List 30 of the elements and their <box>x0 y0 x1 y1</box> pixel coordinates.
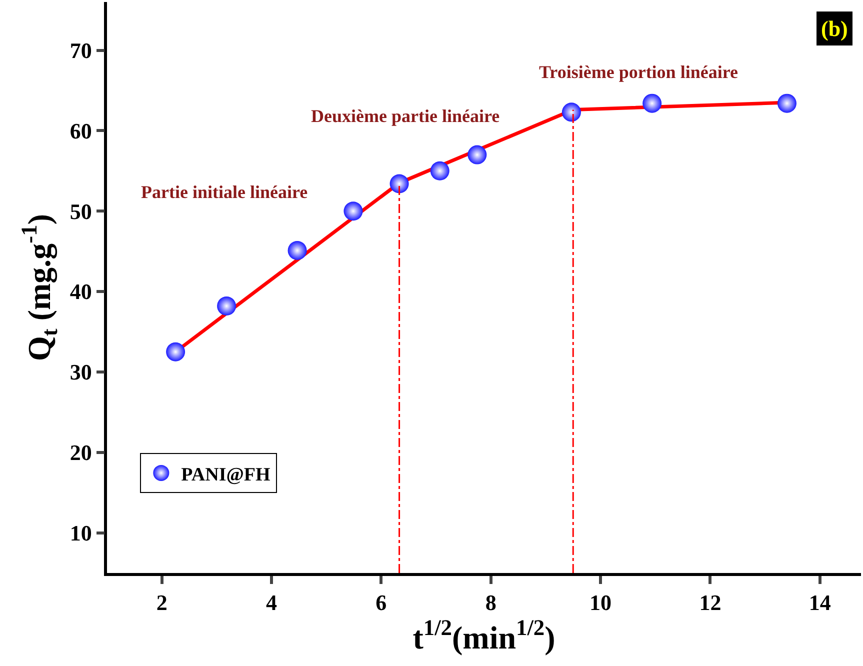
y-tick-label: 60 <box>70 118 92 144</box>
y-tick-label: 10 <box>70 520 92 546</box>
annotation: Troisième portion linéaire <box>539 62 738 82</box>
point <box>288 241 307 260</box>
x-tick-label: 2 <box>156 590 168 616</box>
x-tick-label: 14 <box>808 590 831 616</box>
point <box>430 161 450 180</box>
point <box>777 94 796 113</box>
point <box>562 102 581 122</box>
y-tick-label: 50 <box>70 198 92 224</box>
point <box>390 174 409 194</box>
y-tick-label: 40 <box>70 279 92 304</box>
x-tick-label: 8 <box>485 590 496 616</box>
legend-label: PANI@FH <box>181 464 270 486</box>
x-tick-label: 4 <box>266 590 278 616</box>
point <box>166 342 186 362</box>
y-tick-label: 30 <box>70 360 92 385</box>
point <box>468 145 487 164</box>
annotation: Partie initiale linéaire <box>141 182 308 202</box>
point <box>217 296 236 316</box>
x-tick-label: 6 <box>376 590 387 616</box>
x-axis-title: t$^{1/2}$(min$^{1/2}$) <box>412 615 556 656</box>
y-tick-label: 70 <box>70 38 92 63</box>
annotation: Deuxième partie linéaire <box>311 106 500 126</box>
annotation: (b) <box>821 16 848 41</box>
x-tick-label: 12 <box>699 590 722 616</box>
y-tick-label: 20 <box>70 440 92 466</box>
point <box>642 94 662 113</box>
x-tick-label: 10 <box>590 590 612 616</box>
point <box>344 202 363 221</box>
